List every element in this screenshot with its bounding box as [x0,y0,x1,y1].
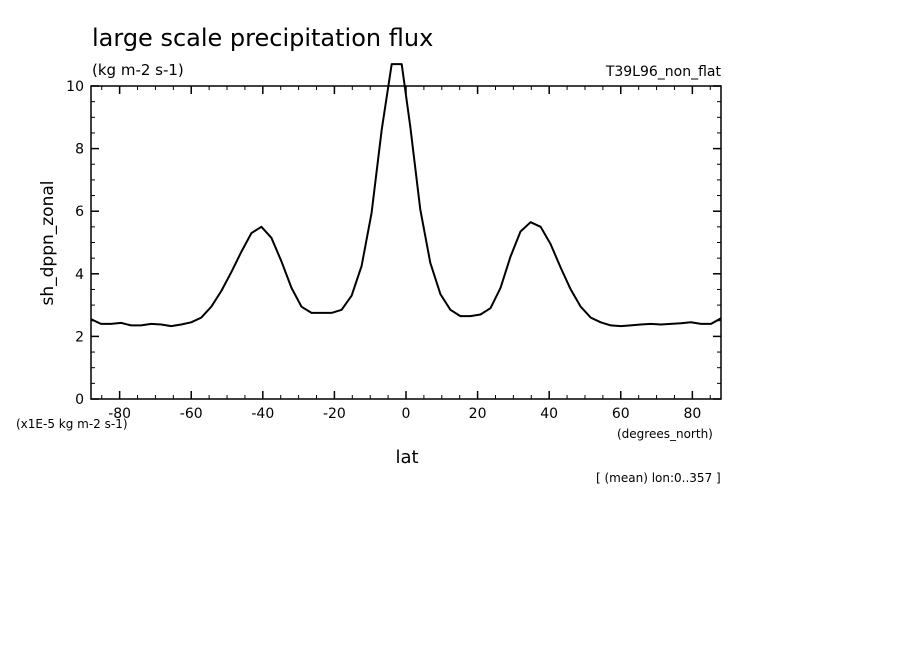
x-axis-units: (degrees_north) [617,427,713,441]
x-axis-tick-labels: -80 -60 -40 -20 0 20 40 60 80 [108,406,701,422]
footer-note: [ (mean) lon:0..357 ] [596,471,721,485]
y-scale-note: (x1E-5 kg m-2 s-1) [16,417,128,431]
y-tick-label: 0 [75,392,84,408]
y-tick-label: 6 [75,204,84,220]
plot-frame [90,85,722,400]
y-tick-label: 2 [75,329,84,345]
x-tick-label: -20 [323,406,346,422]
x-tick-label: 20 [469,406,487,422]
run-label: T39L96_non_flat [605,64,722,80]
y-axis-label: sh_dppn_zonal [38,180,58,305]
series-line [90,63,722,328]
x-tick-label: 0 [402,406,411,422]
chart-title: large scale precipitation flux [92,24,433,52]
x-tick-label: 80 [683,406,701,422]
x-tick-label: -80 [108,406,131,422]
x-tick-label: -40 [251,406,274,422]
y-axis-ticks [91,85,721,400]
y-tick-label: 8 [75,142,84,158]
chart-subtitle: (kg m-2 s-1) [92,61,184,79]
y-tick-label: 10 [66,79,84,95]
y-tick-label: 4 [75,267,84,283]
x-axis-label: lat [395,447,418,468]
x-axis-ticks [101,86,711,399]
x-tick-label: -60 [180,406,203,422]
x-tick-label: 40 [540,406,558,422]
y-axis-tick-labels: 0 2 4 6 8 10 [66,79,84,408]
x-tick-label: 60 [612,406,630,422]
